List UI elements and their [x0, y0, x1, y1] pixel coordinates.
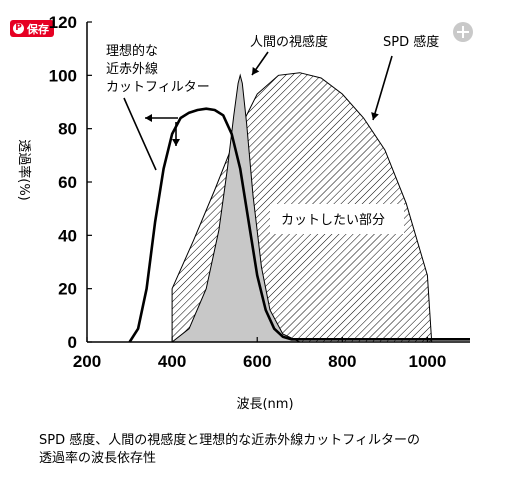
y-tick-label: 100 — [49, 66, 77, 85]
cut-region-label-bg — [270, 204, 404, 234]
save-label: 保存 — [27, 22, 49, 36]
pinterest-icon: P — [13, 23, 24, 34]
y-tick-label: 80 — [58, 120, 77, 139]
y-tick-label: 120 — [49, 13, 77, 32]
y-tick-label: 60 — [58, 173, 77, 192]
transmittance-chart: 0 20 40 60 80 100 120 200 400 600 800 1000 波長(nm) 透過率… — [16, 13, 470, 412]
x-axis-title: 波長(nm) — [236, 397, 293, 412]
x-tick-label: 1000 — [409, 352, 447, 371]
arrow-spd-sensitivity — [372, 55, 393, 121]
plus-circle-icon[interactable] — [453, 22, 473, 42]
caption-line-1: SPD 感度、人間の視感度と理想的な近赤外線カットフィルターの — [39, 433, 420, 448]
annotation-cut-region: カットしたい部分 — [281, 213, 385, 228]
caption-line-2: 透過率の波長依存性 — [39, 451, 157, 466]
x-tick-label: 200 — [73, 352, 101, 371]
y-axis-title: 透過率(%) — [16, 139, 32, 201]
x-tick-label: 400 — [158, 352, 186, 371]
arrow-human-visibility-head — [252, 66, 260, 75]
arrow-ideal-left-head — [145, 114, 152, 122]
arrow-spd-sensitivity-head — [371, 112, 379, 120]
x-tick-label: 600 — [243, 352, 271, 371]
annotation-ideal-line3: カットフィルター — [106, 80, 210, 95]
arrow-ideal-down-head — [172, 139, 180, 146]
series-human-visibility — [170, 73, 301, 343]
y-tick-label: 0 — [68, 333, 77, 352]
annotation-spd-sensitivity: SPD 感度 — [383, 34, 439, 50]
annotation-ideal-line1: 理想的な — [106, 43, 158, 59]
arrow-ideal-to-line — [123, 97, 157, 171]
annotation-ideal-line2: 近赤外線 — [106, 61, 158, 77]
y-tick-label: 20 — [58, 280, 77, 299]
annotation-human-visibility: 人間の視感度 — [250, 34, 328, 50]
pinterest-save-button[interactable]: P 保存 — [10, 20, 54, 37]
y-tick-label: 40 — [58, 226, 77, 245]
figure-caption: SPD 感度、人間の視感度と理想的な近赤外線カットフィルターの 透過率の波長依存… — [39, 432, 499, 468]
x-tick-label: 800 — [328, 352, 356, 371]
series-ideal-cut-filter — [128, 107, 470, 343]
